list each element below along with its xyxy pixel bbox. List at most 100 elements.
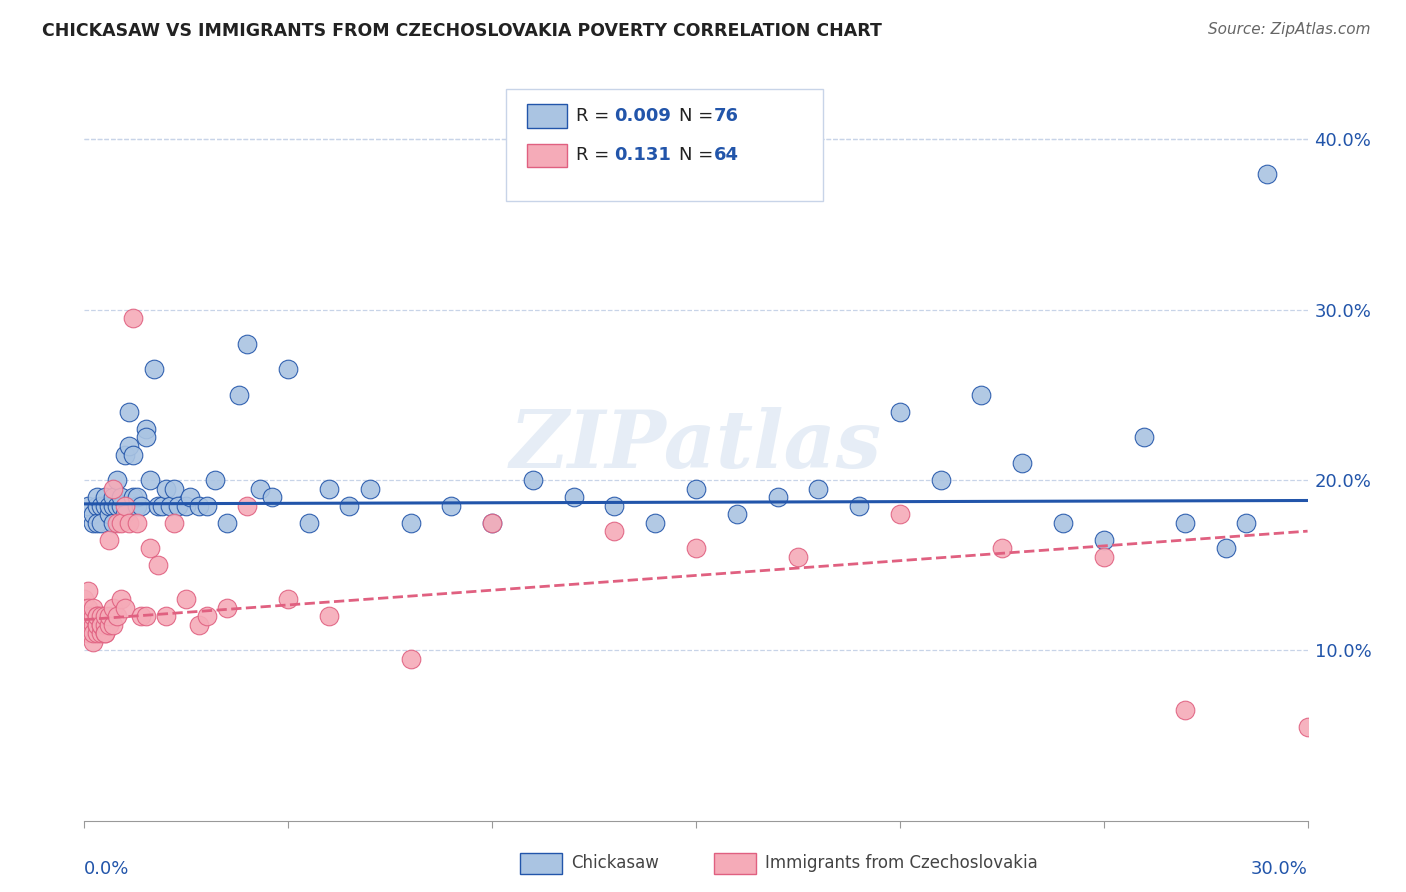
Point <box>90 516 112 530</box>
Point <box>163 516 186 530</box>
Point <box>217 600 239 615</box>
Point <box>1011 456 1033 470</box>
Point <box>359 482 381 496</box>
Point <box>163 482 186 496</box>
Point <box>644 516 666 530</box>
Point <box>399 652 422 666</box>
Point <box>298 516 321 530</box>
Point <box>114 507 136 521</box>
Point <box>179 490 201 504</box>
Point <box>142 362 165 376</box>
Point <box>105 473 128 487</box>
Point <box>1378 516 1400 530</box>
Point <box>481 516 503 530</box>
Point <box>236 336 259 351</box>
Point <box>105 609 128 624</box>
Text: 76: 76 <box>714 107 740 125</box>
Point <box>93 609 115 624</box>
Text: 0.009: 0.009 <box>614 107 671 125</box>
Point <box>1174 703 1197 717</box>
Point <box>101 516 124 530</box>
Point <box>889 507 911 521</box>
Point <box>146 499 169 513</box>
Point <box>90 499 112 513</box>
Point <box>86 609 108 624</box>
Point <box>86 490 108 504</box>
Point <box>93 499 115 513</box>
Point <box>159 499 181 513</box>
Point <box>86 617 108 632</box>
Point <box>93 490 115 504</box>
Point <box>318 609 340 624</box>
Point <box>131 609 153 624</box>
Point <box>86 516 108 530</box>
Point <box>889 405 911 419</box>
Point <box>82 626 104 640</box>
Point <box>1236 516 1258 530</box>
Point <box>127 490 149 504</box>
Point <box>249 482 271 496</box>
Point <box>970 388 993 402</box>
Point <box>127 516 149 530</box>
Point <box>97 507 120 521</box>
Point <box>110 499 132 513</box>
Point <box>122 448 145 462</box>
Point <box>135 422 157 436</box>
Point <box>260 490 283 504</box>
Point <box>105 499 128 513</box>
Point <box>991 541 1014 556</box>
Point <box>86 499 108 513</box>
Point <box>339 499 361 513</box>
Point <box>122 490 145 504</box>
Point <box>82 635 104 649</box>
Text: 0.131: 0.131 <box>614 146 671 164</box>
Point <box>135 430 157 444</box>
Point <box>195 609 218 624</box>
Point <box>90 617 112 632</box>
Point <box>101 482 124 496</box>
Point <box>77 609 100 624</box>
Point <box>150 499 173 513</box>
Point <box>97 609 120 624</box>
Point <box>766 490 789 504</box>
Text: Chickasaw: Chickasaw <box>571 855 658 872</box>
Text: N =: N = <box>679 107 718 125</box>
Point <box>93 626 115 640</box>
Point <box>155 609 177 624</box>
Point <box>82 609 104 624</box>
Point <box>114 448 136 462</box>
Point <box>82 516 104 530</box>
Point <box>82 507 104 521</box>
Point <box>110 516 132 530</box>
Point <box>135 609 157 624</box>
Point <box>1215 541 1237 556</box>
Point <box>77 499 100 513</box>
Point <box>1133 430 1156 444</box>
Point <box>1052 516 1074 530</box>
Point <box>1296 720 1319 734</box>
Point <box>110 592 132 607</box>
Point <box>114 600 136 615</box>
Point <box>90 626 112 640</box>
Point <box>174 592 197 607</box>
Text: Source: ZipAtlas.com: Source: ZipAtlas.com <box>1208 22 1371 37</box>
Text: CHICKASAW VS IMMIGRANTS FROM CZECHOSLOVAKIA POVERTY CORRELATION CHART: CHICKASAW VS IMMIGRANTS FROM CZECHOSLOVA… <box>42 22 882 40</box>
Point <box>86 617 108 632</box>
Point <box>122 311 145 326</box>
Point <box>77 617 100 632</box>
Point <box>195 499 218 513</box>
Point <box>118 405 141 419</box>
Point <box>105 516 128 530</box>
Point <box>86 609 108 624</box>
Point <box>114 499 136 513</box>
Point <box>138 473 160 487</box>
Point <box>848 499 870 513</box>
Point <box>101 499 124 513</box>
Point <box>167 499 190 513</box>
Point <box>481 516 503 530</box>
Text: 64: 64 <box>714 146 740 164</box>
Point <box>725 507 748 521</box>
Point <box>101 617 124 632</box>
Point <box>90 609 112 624</box>
Text: N =: N = <box>679 146 718 164</box>
